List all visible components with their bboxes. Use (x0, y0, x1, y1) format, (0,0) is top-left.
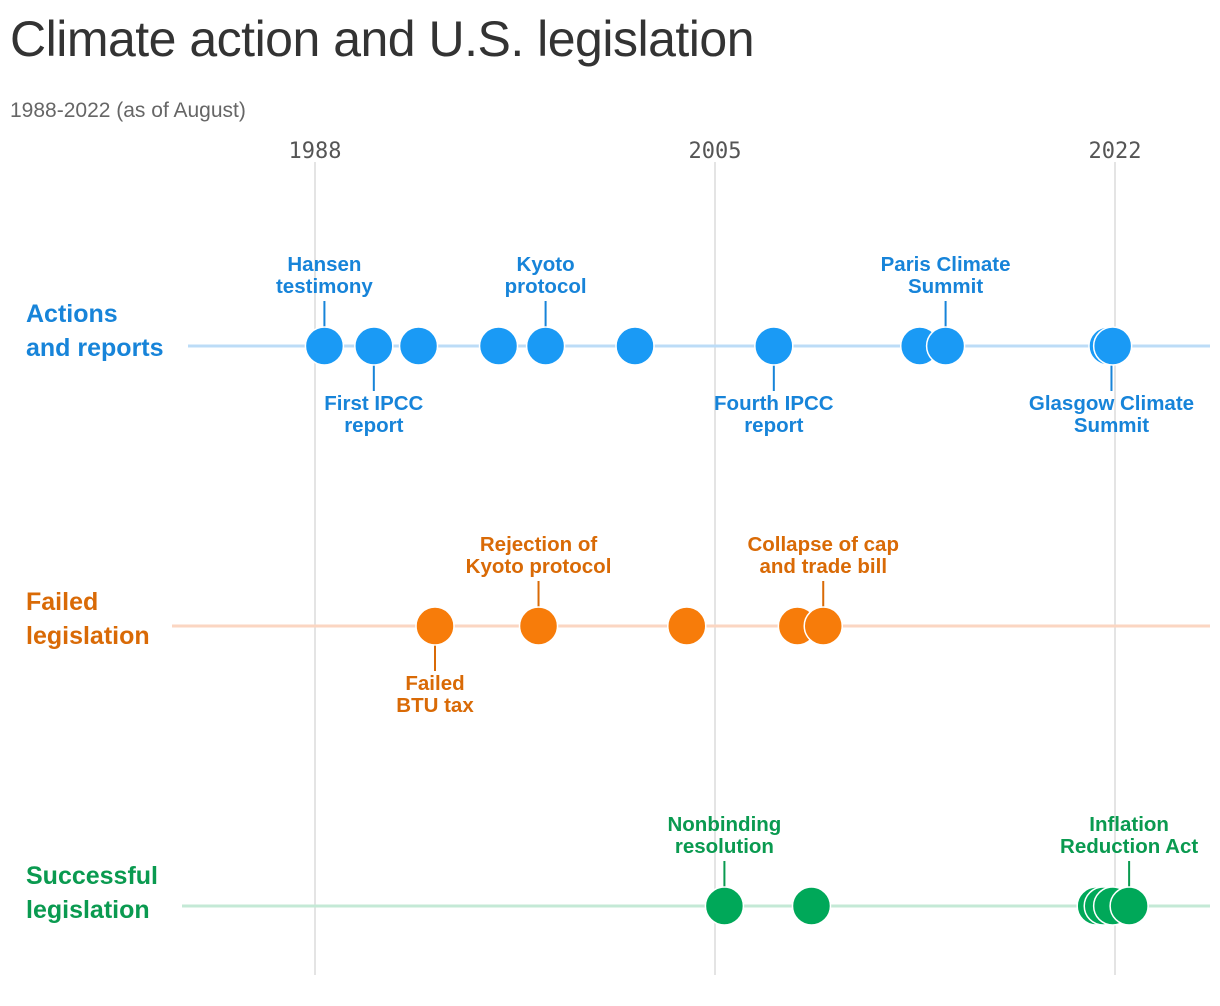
actions-event-dot (615, 326, 655, 366)
actions-annotation-label: Glasgow Climate (1029, 392, 1194, 415)
failed-event-dot (667, 606, 707, 646)
failed-annotation-label: BTU tax (396, 694, 474, 717)
actions-row-label: and reports (26, 334, 164, 362)
actions-annotation-label: report (744, 414, 803, 437)
failed-row-label: legislation (26, 622, 150, 650)
actions-annotation-label: Hansen (287, 253, 361, 276)
chart-title: Climate action and U.S. legislation (10, 11, 755, 67)
actions-event-dot (754, 326, 794, 366)
actions-event-dot (354, 326, 394, 366)
failed-row-label: Failed (26, 588, 98, 616)
actions-annotation-label: Summit (908, 275, 983, 298)
actions-annotation-label: Fourth IPCC (714, 392, 834, 415)
x-tick-label: 1988 (289, 139, 342, 164)
failed-event-dot (803, 606, 843, 646)
actions-event-dot (925, 326, 966, 366)
failed-annotation-label: and trade bill (759, 555, 887, 578)
failed-annotation-label: Rejection of (480, 533, 597, 556)
chart-subtitle: 1988-2022 (as of August) (10, 99, 246, 122)
actions-row-label: Actions (26, 300, 118, 328)
successful-annotation-label: Reduction Act (1060, 835, 1198, 858)
actions-event-dot (1092, 326, 1133, 366)
successful-annotation-label: Nonbinding (667, 813, 781, 836)
actions-annotation-label: Paris Climate (881, 253, 1011, 276)
actions-annotation-label: First IPCC (324, 392, 423, 415)
failed-annotation-label: Collapse of cap (747, 533, 899, 556)
failed-annotation-label: Failed (405, 672, 464, 695)
actions-event-dot (398, 326, 439, 366)
failed-annotation-label: Kyoto protocol (466, 555, 612, 578)
successful-event-dot (791, 886, 832, 926)
successful-event-dot (704, 886, 745, 926)
successful-row-label: legislation (26, 896, 150, 924)
actions-event-dot (478, 326, 519, 366)
failed-event-dot (415, 606, 455, 646)
successful-event-dot (1109, 886, 1149, 926)
successful-annotation-label: Inflation (1089, 813, 1169, 836)
x-tick-label: 2005 (689, 139, 742, 164)
successful-row-label: Successful (26, 862, 158, 890)
actions-annotation-label: Summit (1074, 414, 1149, 437)
actions-annotation-label: report (344, 414, 403, 437)
successful-annotation-label: resolution (675, 835, 774, 858)
actions-annotation-label: protocol (505, 275, 587, 298)
actions-event-dot (304, 326, 345, 366)
failed-event-dot (518, 606, 559, 646)
actions-event-dot (525, 326, 566, 366)
x-tick-label: 2022 (1089, 139, 1142, 164)
actions-annotation-label: Kyoto (517, 253, 575, 276)
actions-annotation-label: testimony (276, 275, 373, 298)
